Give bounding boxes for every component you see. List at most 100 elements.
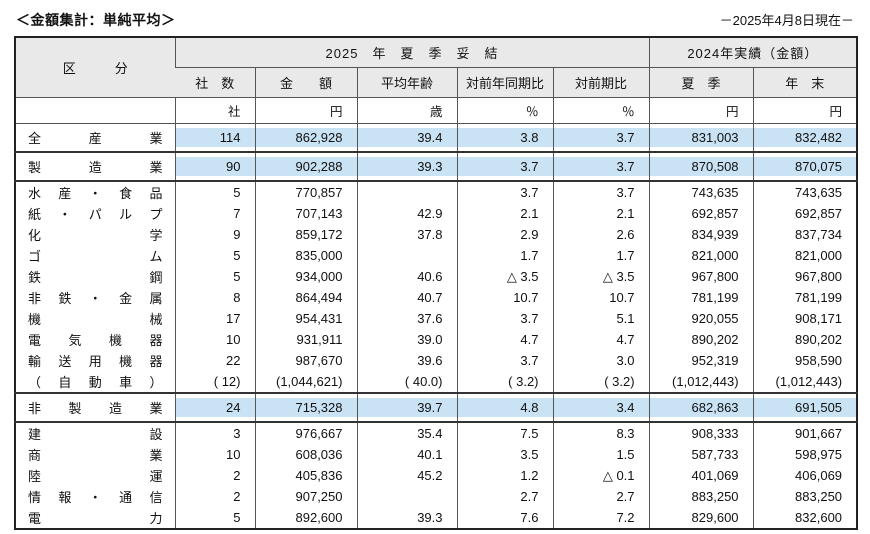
table-row: 鉄鋼 5 934,000 40.6 △ 3.5 △ 3.5 967,800 967,800 [15,266,858,287]
cell-value: 707,143 [254,203,357,224]
cell-value: 3.5 [456,444,553,465]
cell-value: 10.7 [552,287,650,308]
cell-value: 692,857 [752,203,858,224]
column-header-vs-prev: 対前期比 [552,67,650,98]
cell-value: 406,069 [752,465,858,486]
cell-value: 587,733 [648,444,754,465]
row-label: 機械 [28,312,163,327]
cell-value: 831,003 [648,123,754,153]
cell-value [356,245,457,266]
cell-value: 2.1 [552,203,650,224]
cell-value: 743,635 [752,181,858,203]
cell-value: 691,505 [752,393,858,423]
cell-value: △ 0.1 [552,465,650,486]
cell-value: 862,928 [254,123,357,153]
cell-value: ( 3.2) [552,371,650,394]
cell-value: 608,036 [254,444,357,465]
cell-value: 10 [174,444,255,465]
cell-value: 2.9 [456,224,553,245]
cell-value: 3.7 [456,308,553,329]
table-row: 非鉄・金属 8 864,494 40.7 10.7 10.7 781,199 781,199 [15,287,858,308]
wage-summary-table: 区 分 2025 年 夏 季 妥 結 2024年実績（金額） 社 数 金 額 平… [14,36,859,530]
cell-value: 2.1 [456,203,553,224]
cell-value: 7 [174,203,255,224]
cell-value: 401,069 [648,465,754,486]
cell-value: 5 [174,266,255,287]
cell-value: 883,250 [648,486,754,507]
table-row: 非製造業 24 715,328 39.7 4.8 3.4 682,863 691,505 [15,393,858,423]
cell-value: 37.6 [356,308,457,329]
row-label: 鉄鋼 [28,270,163,285]
cell-value: △ 3.5 [552,266,650,287]
cell-value: 908,333 [648,422,754,444]
cell-value: 2.6 [552,224,650,245]
cell-value: 901,667 [752,422,858,444]
units-empty-cell [15,97,175,124]
column-group-2025: 2025 年 夏 季 妥 結 [174,37,650,68]
cell-value: 40.7 [356,287,457,308]
cell-value: 5.1 [552,308,650,329]
row-label: （自動車） [15,371,175,394]
cell-value: (1,012,443) [752,371,858,394]
unit-age: 歳 [356,97,457,124]
table-row: （自動車）( 12) (1,044,621)( 40.0)( 3.2)( 3.2)… [15,371,858,394]
cell-value: 24 [174,393,255,423]
cell-value: 10.7 [456,287,553,308]
cell-value: 39.7 [356,393,457,423]
cell-value: △ 3.5 [456,266,553,287]
cell-value: 3.7 [552,181,650,203]
cell-value: 8 [174,287,255,308]
cell-value: 39.4 [356,123,457,153]
cell-value: 22 [174,350,255,371]
row-label: 化学 [28,228,163,243]
table-row: 陸運 2 405,836 45.2 1.2 △ 0.1 401,069 406,069 [15,465,858,486]
row-label: ゴム [28,249,163,264]
cell-value: 954,431 [254,308,357,329]
header-columns-row: 社 数 金 額 平均年齢 対前年同期比 対前期比 夏 季 年 末 [15,67,858,98]
table-row: 電力 5 892,600 39.3 7.6 7.2 829,600 832,600 [15,507,858,529]
column-header-summer: 夏 季 [648,67,754,98]
cell-value: 987,670 [254,350,357,371]
cell-value: 2.7 [552,486,650,507]
cell-value: 890,202 [752,329,858,350]
cell-value: 10 [174,329,255,350]
cell-value: 952,319 [648,350,754,371]
cell-value: 770,857 [254,181,357,203]
cell-value: 958,590 [752,350,858,371]
unit-yen-year-end: 円 [752,97,858,124]
table-row: 水産・食品 5 770,857 3.7 3.7 743,635 743,635 [15,181,858,203]
cell-value: 45.2 [356,465,457,486]
cell-value: 821,000 [752,245,858,266]
cell-value: 39.0 [356,329,457,350]
row-label: 水産・食品 [28,186,163,201]
page-title: ＜金額集計：単純平均＞ [16,12,176,28]
row-label: 陸運 [28,469,163,484]
cell-value: 598,975 [752,444,858,465]
cell-value: 2.7 [456,486,553,507]
row-label: 輸送用機器 [28,354,163,369]
cell-value: 692,857 [648,203,754,224]
cell-value: 908,171 [752,308,858,329]
cell-value: 405,836 [254,465,357,486]
cell-value: 837,734 [752,224,858,245]
cell-value: 682,863 [648,393,754,423]
cell-value: 864,494 [254,287,357,308]
row-label: 情報・通信 [28,490,163,505]
cell-value: 832,482 [752,123,858,153]
cell-value: 931,911 [254,329,357,350]
table-row: 全産業 114 862,928 39.4 3.8 3.7 831,003 832,482 [15,123,858,153]
cell-value: ( 40.0) [356,371,457,394]
cell-value: 7.6 [456,507,553,529]
cell-value: 3.7 [456,181,553,203]
title-bar: ＜金額集計：単純平均＞ －2025年4月8日現在－ [14,8,856,36]
cell-value: 40.1 [356,444,457,465]
cell-value [356,486,457,507]
column-header-year-end: 年 末 [752,67,858,98]
cell-value: 1.7 [552,245,650,266]
row-label: 紙・パルプ [28,207,163,222]
cell-value: 920,055 [648,308,754,329]
cell-value: 3.7 [456,350,553,371]
column-header-avg-age: 平均年齢 [356,67,457,98]
cell-value: 870,075 [752,152,858,182]
cell-value: 7.5 [456,422,553,444]
